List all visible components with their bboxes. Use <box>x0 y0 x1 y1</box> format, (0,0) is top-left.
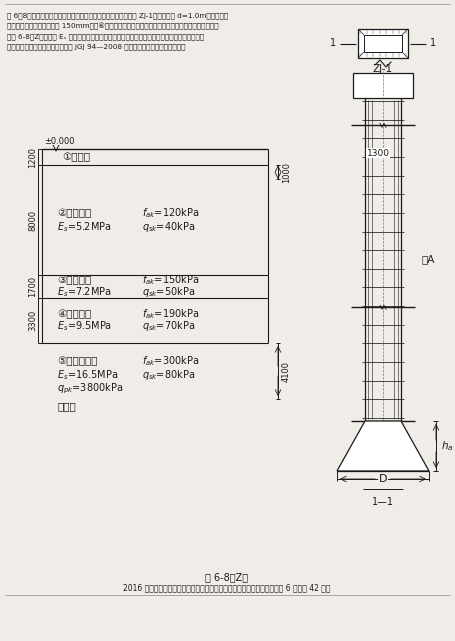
Text: $f_{ak}$=120kPa: $f_{ak}$=120kPa <box>142 206 199 220</box>
Text: 4100: 4100 <box>282 360 291 381</box>
Text: ZJ-1: ZJ-1 <box>373 64 393 74</box>
Bar <box>353 73 413 98</box>
Text: ⑤硬塑状黏土: ⑤硬塑状黏土 <box>57 356 97 366</box>
Text: 未揭穿: 未揭穿 <box>57 401 76 411</box>
Text: 桩A: 桩A <box>421 254 435 265</box>
Text: 1000: 1000 <box>282 162 291 183</box>
Text: 1—1: 1—1 <box>372 497 394 507</box>
Text: 见图 6-8（Z）（图中 Eₛ 为土的自重压力至土的自重压力与附加压力之和的压力段的压缩模量）: 见图 6-8（Z）（图中 Eₛ 为土的自重压力至土的自重压力与附加压力之和的压力… <box>7 33 204 40</box>
Text: 图 6-8（Z）: 图 6-8（Z） <box>206 572 248 582</box>
Text: $q_{sk}$=40kPa: $q_{sk}$=40kPa <box>142 220 195 234</box>
Text: $q_{sk}$=80kPa: $q_{sk}$=80kPa <box>142 368 195 382</box>
Text: $E_s$=7.2MPa: $E_s$=7.2MPa <box>57 285 111 299</box>
Text: $E_s$=9.5MPa: $E_s$=9.5MPa <box>57 320 112 333</box>
Text: 题 6～8：某多层框架结构，拟采用一柱一桩人工挖孔桩桩基基础 ZJ-1，桩身内径 d=1.0m，护壁采用: 题 6～8：某多层框架结构，拟采用一柱一桩人工挖孔桩桩基基础 ZJ-1，桩身内径… <box>7 12 228 19</box>
Text: 1700: 1700 <box>28 276 37 297</box>
Polygon shape <box>337 421 429 471</box>
Text: $f_{ak}$=300kPa: $f_{ak}$=300kPa <box>142 354 199 368</box>
Text: $q_{sk}$=70kPa: $q_{sk}$=70kPa <box>142 319 195 333</box>
Text: $f_{ak}$=150kPa: $f_{ak}$=150kPa <box>142 274 199 287</box>
Text: $f_{ak}$=190kPa: $f_{ak}$=190kPa <box>142 308 199 321</box>
Text: 1200: 1200 <box>28 147 37 168</box>
Bar <box>364 35 402 52</box>
Text: ②粉质黏土: ②粉质黏土 <box>57 208 91 218</box>
Bar <box>358 29 408 58</box>
Text: ③粉质黏土: ③粉质黏土 <box>57 275 91 285</box>
Text: $h_a$: $h_a$ <box>441 439 454 453</box>
Text: ±0.000: ±0.000 <box>44 137 75 146</box>
Text: 2016 年度全国一级注册结构工程师执业资格考试专业考试试卷（下午）第 6 页（共 42 页）: 2016 年度全国一级注册结构工程师执业资格考试专业考试试卷（下午）第 6 页（… <box>123 583 331 592</box>
Text: $q_{pk}$=3800kPa: $q_{pk}$=3800kPa <box>57 382 123 396</box>
Text: 1300: 1300 <box>366 149 389 158</box>
Text: 振捏密实的混凝土，厚度为 150mm，以⑥层硬塑状黏土为桩端持力层，基础剑面及地基图层相关参数: 振捏密实的混凝土，厚度为 150mm，以⑥层硬塑状黏土为桩端持力层，基础剑面及地… <box>7 22 218 29</box>
Text: $q_{sk}$=50kPa: $q_{sk}$=50kPa <box>142 285 195 299</box>
Text: 提示：根据《建筑桩基技术规范》 JGJ 94—2008 作答；粉质黏土可按黏土考虑。: 提示：根据《建筑桩基技术规范》 JGJ 94—2008 作答；粉质黏土可按黏土考… <box>7 44 186 50</box>
Text: ①素填土: ①素填土 <box>62 152 90 162</box>
Text: ④粉质黏土: ④粉质黏土 <box>57 310 91 319</box>
Text: 1: 1 <box>430 38 436 49</box>
Text: $E_s$=16.5MPa: $E_s$=16.5MPa <box>57 368 118 382</box>
Text: 8000: 8000 <box>28 210 37 231</box>
Text: $E_s$=5.2MPa: $E_s$=5.2MPa <box>57 220 111 234</box>
Text: 3300: 3300 <box>28 310 37 331</box>
Text: D: D <box>379 474 387 484</box>
Text: 1: 1 <box>330 38 336 49</box>
